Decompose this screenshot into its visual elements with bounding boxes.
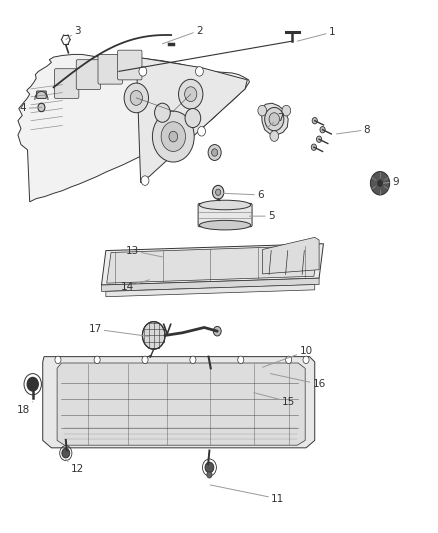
Text: 12: 12 [66,459,84,474]
Circle shape [213,326,221,336]
Circle shape [190,356,196,364]
Circle shape [148,356,153,362]
Circle shape [161,122,185,151]
Circle shape [208,144,221,160]
Text: 16: 16 [270,374,326,389]
Circle shape [303,356,309,364]
Circle shape [152,111,194,162]
Ellipse shape [199,220,251,230]
Circle shape [212,149,218,156]
Text: 5: 5 [250,211,275,221]
Circle shape [270,131,279,141]
Circle shape [139,67,147,76]
Circle shape [311,144,317,150]
Polygon shape [102,278,319,292]
Circle shape [320,126,325,133]
Circle shape [179,79,203,109]
Text: 15: 15 [254,393,295,407]
Text: 2: 2 [162,26,203,44]
Text: 17: 17 [88,324,149,336]
FancyBboxPatch shape [117,50,142,80]
Text: 11: 11 [210,485,284,504]
Circle shape [130,91,142,106]
FancyBboxPatch shape [37,91,46,99]
Text: 10: 10 [262,346,313,367]
Circle shape [195,67,203,76]
Circle shape [169,131,178,142]
Polygon shape [136,57,247,183]
Circle shape [62,448,70,458]
Text: 9: 9 [384,176,399,187]
FancyBboxPatch shape [76,60,101,90]
Circle shape [269,113,279,125]
Circle shape [185,109,201,127]
Circle shape [205,462,214,473]
Circle shape [27,377,39,391]
Text: 14: 14 [121,280,149,292]
Circle shape [377,179,384,188]
Polygon shape [57,363,305,445]
Text: 4: 4 [20,103,42,114]
Circle shape [312,117,318,124]
Circle shape [258,106,267,116]
FancyBboxPatch shape [98,54,122,84]
Polygon shape [43,357,315,448]
Circle shape [317,136,322,142]
Circle shape [198,126,205,136]
Circle shape [142,321,165,349]
Circle shape [94,356,100,364]
Circle shape [141,176,149,185]
Polygon shape [106,285,315,297]
Text: 6: 6 [223,190,264,200]
Circle shape [371,172,390,195]
Circle shape [282,106,291,116]
Circle shape [185,87,197,102]
Circle shape [215,189,221,196]
Text: 8: 8 [336,125,370,135]
Polygon shape [18,54,250,202]
Text: 3: 3 [66,26,81,39]
Circle shape [55,356,61,364]
Circle shape [286,356,292,364]
Text: 18: 18 [17,402,33,415]
Circle shape [207,472,212,478]
Circle shape [265,108,284,131]
Circle shape [142,356,148,364]
Circle shape [212,185,224,199]
Circle shape [205,364,212,373]
Polygon shape [107,246,318,283]
Circle shape [124,83,148,113]
Circle shape [238,356,244,364]
Ellipse shape [199,200,251,210]
Text: 1: 1 [297,27,336,41]
Text: 13: 13 [125,246,162,257]
Polygon shape [262,237,319,274]
Polygon shape [102,244,323,285]
FancyBboxPatch shape [54,69,79,99]
Text: 7: 7 [267,113,283,127]
Circle shape [155,103,170,122]
Polygon shape [261,103,288,135]
Circle shape [38,103,45,112]
FancyBboxPatch shape [198,204,252,227]
